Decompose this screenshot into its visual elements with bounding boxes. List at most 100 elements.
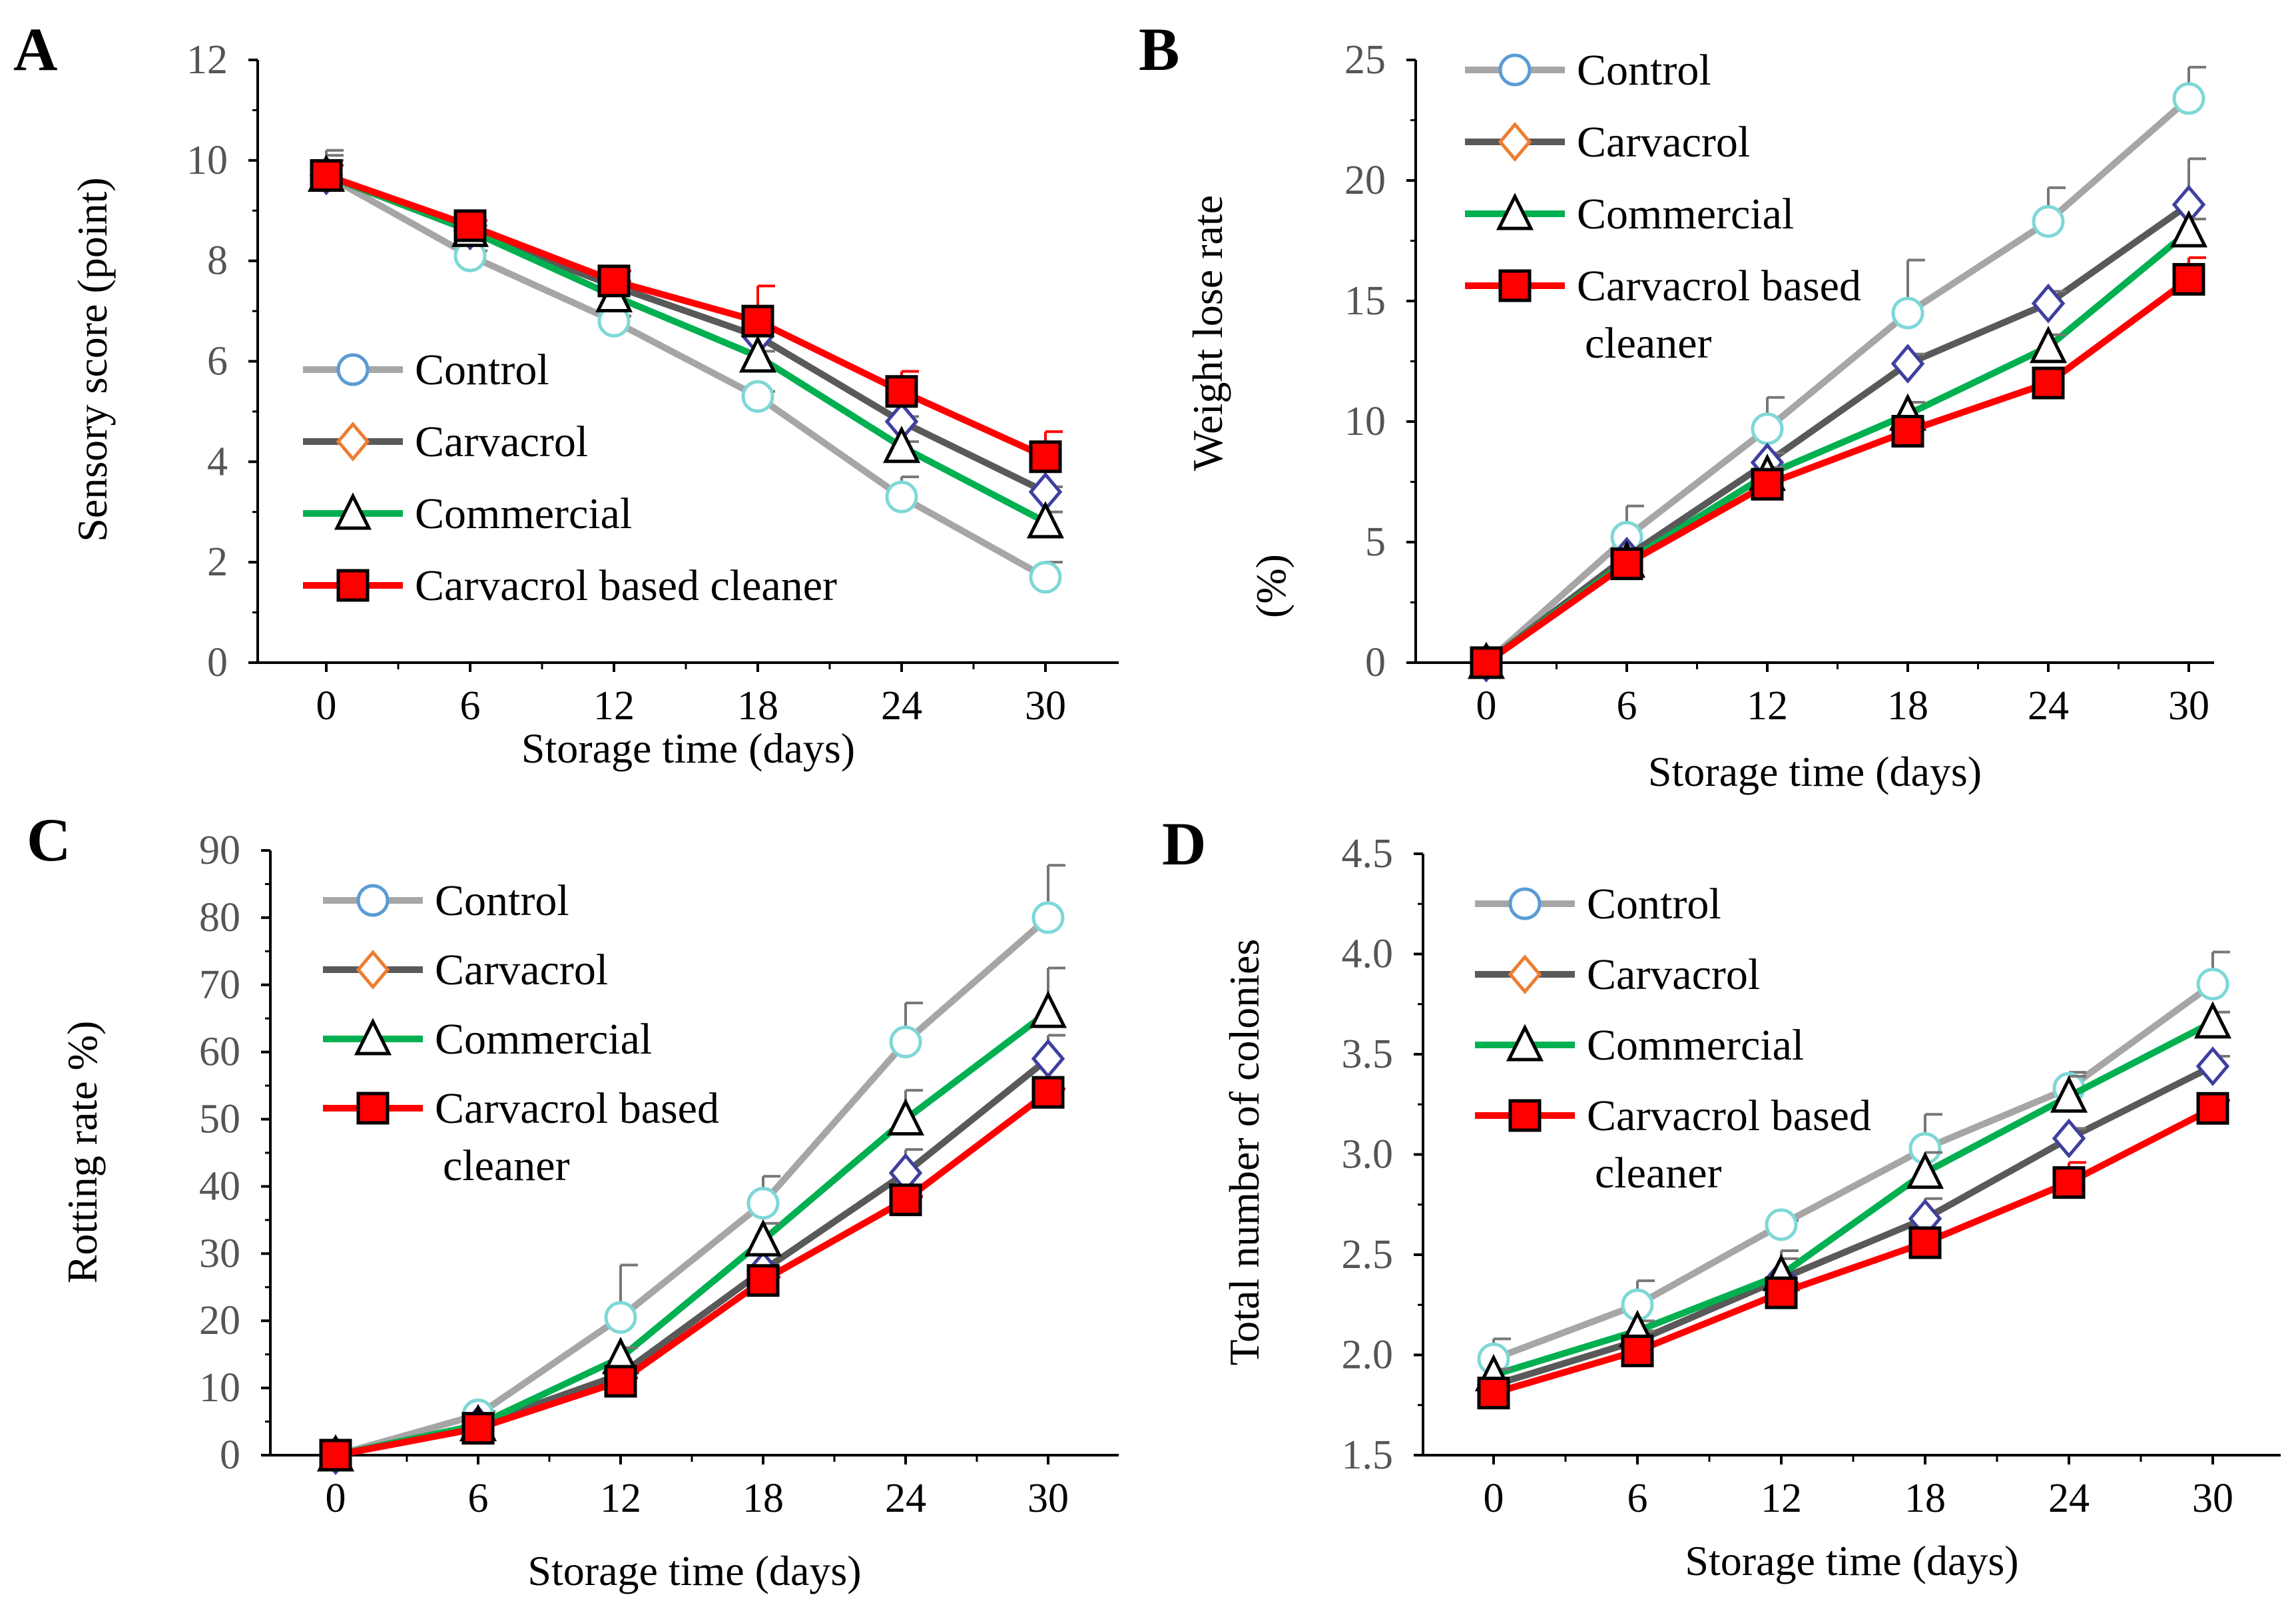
chart-panel-c: C 0 10 20 30 40 50 60 70 80 90 0 6 12 18 24 30 Storage ti… — [27, 806, 1119, 1594]
y-tick-label: 12 — [186, 37, 228, 83]
x-tick-label: 30 — [2192, 1476, 2233, 1521]
y-tick-label: 4 — [207, 439, 228, 484]
data-point — [2052, 1118, 2086, 1159]
legend-label: cleaner — [1595, 1149, 1722, 1197]
x-tick-label: 24 — [2048, 1476, 2090, 1521]
series-line — [334, 915, 1051, 1458]
data-point — [319, 1439, 352, 1472]
x-tick-label: 6 — [1627, 1476, 1648, 1521]
data-point — [746, 1187, 780, 1220]
data-point — [2172, 82, 2205, 115]
legend-marker — [354, 1018, 392, 1056]
legend-marker — [334, 492, 372, 530]
data-point — [746, 1264, 780, 1297]
legend-label: cleaner — [1585, 319, 1712, 368]
data-point — [2195, 1046, 2230, 1086]
data-point — [1029, 990, 1067, 1028]
x-tick-label: 6 — [460, 683, 481, 729]
data-point — [1765, 1208, 1798, 1241]
data-point — [2172, 262, 2205, 296]
y-tick-label: 8 — [207, 238, 228, 284]
series-line — [1492, 981, 2215, 1363]
y-axis-title: Weight lose rate — [1184, 195, 1231, 471]
chart-panel-d: D 1.5 2.0 2.5 3.0 3.5 4.0 4.5 0 6 12 18 24 30 Storage … — [1162, 810, 2281, 1584]
data-point — [1890, 344, 1925, 384]
legend-marker — [336, 569, 370, 602]
y-tick-label: 3.0 — [1342, 1132, 1394, 1177]
data-point — [885, 480, 918, 513]
data-point — [744, 1219, 782, 1257]
x-tick-label: 18 — [1904, 1476, 1946, 1521]
y-tick-label: 0 — [1365, 640, 1386, 685]
y-tick-label: 10 — [1344, 399, 1386, 444]
chart-panel-b: B 0 5 10 15 20 25 0 6 12 18 24 30 Storage time (days)… — [1139, 15, 2214, 795]
panel-letter: D — [1162, 810, 1206, 878]
legend-label: Control — [1577, 46, 1711, 95]
y-axis-title: (%) — [1247, 554, 1294, 618]
x-tick-label: 30 — [2168, 683, 2209, 729]
legend-label: Control — [415, 346, 549, 394]
y-tick-label: 90 — [199, 828, 240, 873]
y-tick-label: 20 — [199, 1298, 240, 1343]
legend-marker — [1508, 954, 1542, 994]
legend-marker — [356, 1092, 390, 1125]
data-point — [2169, 210, 2208, 248]
x-tick-label: 0 — [316, 683, 337, 729]
x-tick-label: 6 — [468, 1476, 489, 1521]
data-point — [1908, 1226, 1942, 1259]
data-point — [1751, 412, 1784, 446]
legend-marker — [1508, 1099, 1542, 1132]
legend-label: Control — [1587, 880, 1721, 928]
legend-label: Commercial — [1587, 1021, 1804, 1070]
x-tick-label: 18 — [1887, 683, 1928, 729]
y-tick-label: 4.5 — [1342, 831, 1394, 876]
legend-marker — [1498, 122, 1532, 162]
series-control — [310, 149, 1063, 594]
x-tick-label: 0 — [1476, 683, 1497, 729]
legend-label: Commercial — [1577, 190, 1794, 238]
y-tick-label: 2.5 — [1342, 1232, 1394, 1277]
data-point — [2196, 968, 2229, 1001]
data-point — [741, 380, 774, 413]
data-point — [2196, 1092, 2229, 1125]
legend-marker — [356, 950, 390, 990]
data-point — [1906, 1151, 1944, 1189]
x-axis-title: Storage time (days) — [1648, 748, 1982, 795]
data-point — [2029, 326, 2068, 364]
y-tick-label: 6 — [207, 339, 228, 384]
legend-label: Commercial — [415, 489, 632, 538]
x-tick-label: 12 — [593, 683, 635, 729]
y-tick-label: 0 — [220, 1433, 240, 1478]
legend-marker — [1508, 887, 1542, 920]
data-point — [1891, 414, 1924, 448]
data-point — [2032, 205, 2065, 238]
y-tick-label: 4.0 — [1342, 932, 1394, 977]
y-tick-label: 1.5 — [1342, 1433, 1394, 1478]
x-axis-title: Storage time (days) — [521, 725, 855, 772]
x-tick-label: 24 — [2028, 683, 2069, 729]
data-point — [1029, 561, 1062, 594]
data-point — [1477, 1377, 1510, 1410]
x-tick-label: 18 — [737, 683, 778, 729]
x-tick-label: 12 — [1761, 1476, 1802, 1521]
series-line — [1492, 1105, 2215, 1397]
x-tick-label: 0 — [1484, 1476, 1504, 1521]
legend-marker — [336, 422, 370, 462]
x-tick-label: 18 — [742, 1476, 784, 1521]
series-carvacrol-based-cleaner — [1470, 256, 2206, 679]
series-line — [1484, 96, 2191, 665]
legend-marker — [1498, 269, 1532, 302]
x-tick-label: 30 — [1027, 1476, 1069, 1521]
data-point — [604, 1365, 637, 1398]
x-tick-label: 12 — [600, 1476, 641, 1521]
x-tick-label: 24 — [881, 683, 922, 729]
y-tick-label: 20 — [1344, 158, 1386, 203]
data-point — [1610, 547, 1643, 581]
data-point — [1029, 440, 1062, 474]
data-point — [1751, 468, 1784, 501]
x-tick-label: 12 — [1747, 683, 1788, 729]
x-tick-label: 6 — [1617, 683, 1637, 729]
data-point — [597, 264, 631, 298]
y-axis-title: Total number of colonies — [1221, 939, 1268, 1366]
